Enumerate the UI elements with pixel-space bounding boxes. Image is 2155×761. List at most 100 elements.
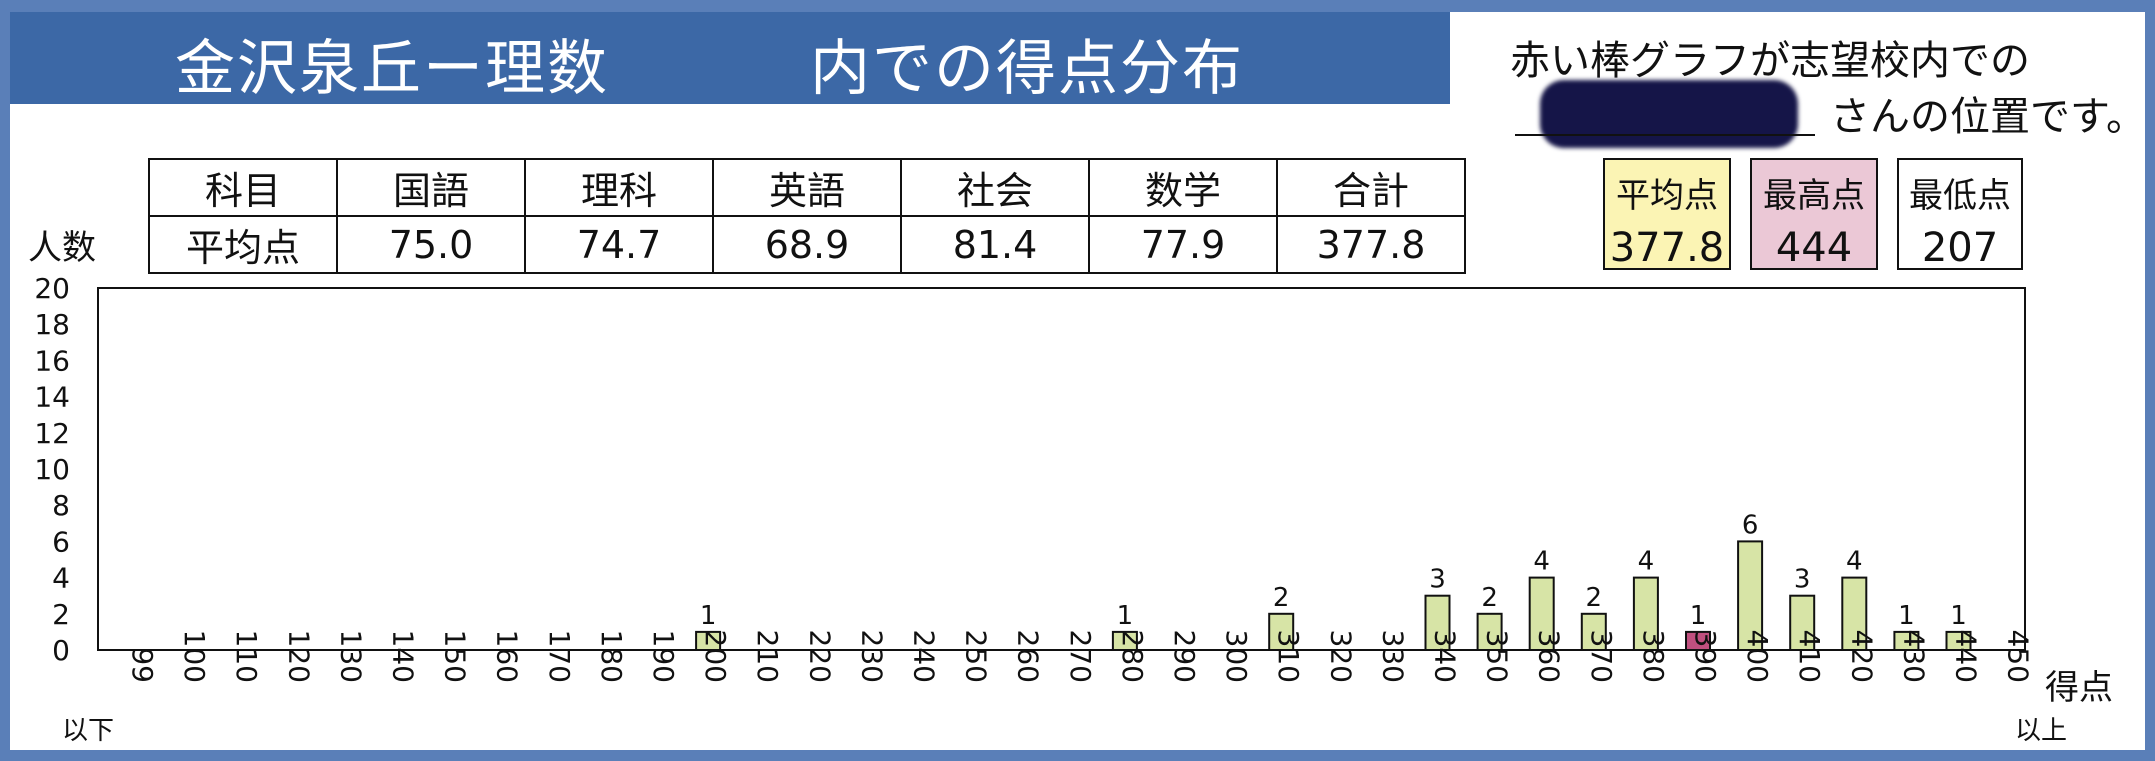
- y-tick-label: 18: [34, 308, 70, 341]
- bar: [1476, 612, 1503, 651]
- title-bar: 金沢泉丘ー理数 内での得点分布: [10, 12, 1450, 104]
- table-cell: 77.9: [1088, 215, 1278, 274]
- max-score-box: 最高点 444: [1750, 158, 1878, 271]
- y-tick-label: 20: [34, 272, 70, 305]
- table-cell: 平均点: [148, 215, 338, 274]
- min-score-value: 207: [1921, 225, 1999, 271]
- x-tick-label: 330: [1376, 630, 1409, 683]
- x-tick-label: 200: [699, 630, 732, 683]
- bar: [1632, 576, 1659, 651]
- x-tick-label: 370: [1585, 630, 1618, 683]
- x-tick-label: 310: [1272, 630, 1305, 683]
- x-tick-label: 270: [1064, 630, 1097, 683]
- x-tick-label: 100: [178, 630, 211, 683]
- y-tick-label: 14: [34, 381, 70, 414]
- bar: [1268, 612, 1295, 651]
- page-title: 金沢泉丘ー理数: [175, 34, 609, 104]
- x-last-suffix: 以上: [2015, 716, 2068, 746]
- y-tick-label: 16: [34, 344, 70, 377]
- bar-value-label: 4: [1533, 547, 1550, 577]
- table-cell: 75.0: [336, 215, 526, 274]
- bar-value-label: 4: [1638, 547, 1655, 577]
- bar-value-label: 1: [1898, 601, 1915, 631]
- bar: [1424, 594, 1451, 652]
- x-tick-label: 440: [1950, 630, 1983, 683]
- x-tick-label: 380: [1637, 630, 1670, 683]
- y-tick-label: 12: [34, 417, 70, 450]
- x-tick-label: 170: [543, 630, 576, 683]
- max-score-value: 444: [1775, 225, 1853, 271]
- table-cell: 理科: [524, 158, 714, 217]
- x-tick-label: 130: [334, 630, 367, 683]
- x-tick-label: 110: [230, 630, 263, 683]
- bar: [1893, 630, 1920, 652]
- bar-value-label: 3: [1794, 565, 1811, 595]
- table-cell: 英語: [712, 158, 902, 217]
- x-tick-label: 350: [1481, 630, 1514, 683]
- y-tick-label: 6: [52, 525, 70, 558]
- bar-value-label: 6: [1742, 510, 1759, 540]
- x-tick-label: 250: [960, 630, 993, 683]
- bar-value-label: 2: [1481, 583, 1498, 613]
- x-tick-label: 140: [387, 630, 420, 683]
- x-tick-label: 340: [1429, 630, 1462, 683]
- bar: [1111, 630, 1138, 652]
- bar: [695, 630, 722, 652]
- x-tick-label: 430: [1897, 630, 1930, 683]
- x-tick-label: 190: [647, 630, 680, 683]
- x-tick-label: 300: [1220, 630, 1253, 683]
- average-score-label: 平均点: [1616, 176, 1718, 216]
- name-underline: [1515, 134, 1815, 136]
- x-tick-label: 180: [595, 630, 628, 683]
- table-cell: 国語: [336, 158, 526, 217]
- x-tick-label: 240: [908, 630, 941, 683]
- table-cell: 74.7: [524, 215, 714, 274]
- max-score-label: 最高点: [1763, 176, 1865, 216]
- min-score-label: 最低点: [1909, 176, 2011, 216]
- y-tick-label: 4: [52, 562, 70, 595]
- x-tick-label: 400: [1741, 630, 1774, 683]
- x-tick-label: 410: [1793, 630, 1826, 683]
- bar-value-label: 1: [1950, 601, 1967, 631]
- x-tick-label: 450: [2002, 630, 2035, 683]
- bar: [1528, 576, 1555, 651]
- y-tick-label: 8: [52, 489, 70, 522]
- y-tick-label: 10: [34, 453, 70, 486]
- min-score-box: 最低点 207: [1897, 158, 2023, 271]
- bar-value-label: 1: [1117, 601, 1134, 631]
- average-score-table: 科目 国語 理科 英語 社会 数学 合計 平均点 75.0 74.7 68.9 …: [148, 158, 1466, 274]
- y-axis-label: 人数: [28, 228, 96, 268]
- average-score-box: 平均点 377.8: [1603, 158, 1731, 271]
- bar: [1580, 612, 1607, 651]
- table-cell: 81.4: [900, 215, 1090, 274]
- x-tick-label: 220: [803, 630, 836, 683]
- x-tick-label: 320: [1324, 630, 1357, 683]
- x-tick-label: 230: [855, 630, 888, 683]
- legend-note-line1: 赤い棒グラフが志望校内での: [1510, 38, 2030, 84]
- average-score-value: 377.8: [1609, 225, 1725, 271]
- bar: [1685, 630, 1711, 652]
- bar: [1789, 594, 1816, 652]
- bar-value-label: 2: [1586, 583, 1603, 613]
- bar-value-label: 3: [1429, 565, 1446, 595]
- bar-value-label: 1: [1690, 601, 1707, 631]
- plot-area: [97, 287, 2026, 651]
- x-tick-label: 99: [126, 647, 159, 683]
- bar: [1945, 630, 1972, 652]
- x-tick-label: 390: [1689, 630, 1722, 683]
- x-tick-label: 360: [1533, 630, 1566, 683]
- bar: [1737, 540, 1764, 652]
- x-tick-label: 120: [282, 630, 315, 683]
- x-tick-label: 290: [1168, 630, 1201, 683]
- x-tick-label: 260: [1012, 630, 1045, 683]
- table-cell: 68.9: [712, 215, 902, 274]
- y-tick-label: 2: [52, 598, 70, 631]
- score-table-header-row: 科目 国語 理科 英語 社会 数学 合計: [148, 158, 1466, 217]
- table-cell: 科目: [148, 158, 338, 217]
- bar: [1841, 576, 1868, 651]
- x-tick-label: 210: [751, 630, 784, 683]
- score-table-value-row: 平均点 75.0 74.7 68.9 81.4 77.9 377.8: [148, 215, 1466, 274]
- x-tick-label: 420: [1845, 630, 1878, 683]
- legend-note-line2: さんの位置です。: [1830, 94, 2146, 140]
